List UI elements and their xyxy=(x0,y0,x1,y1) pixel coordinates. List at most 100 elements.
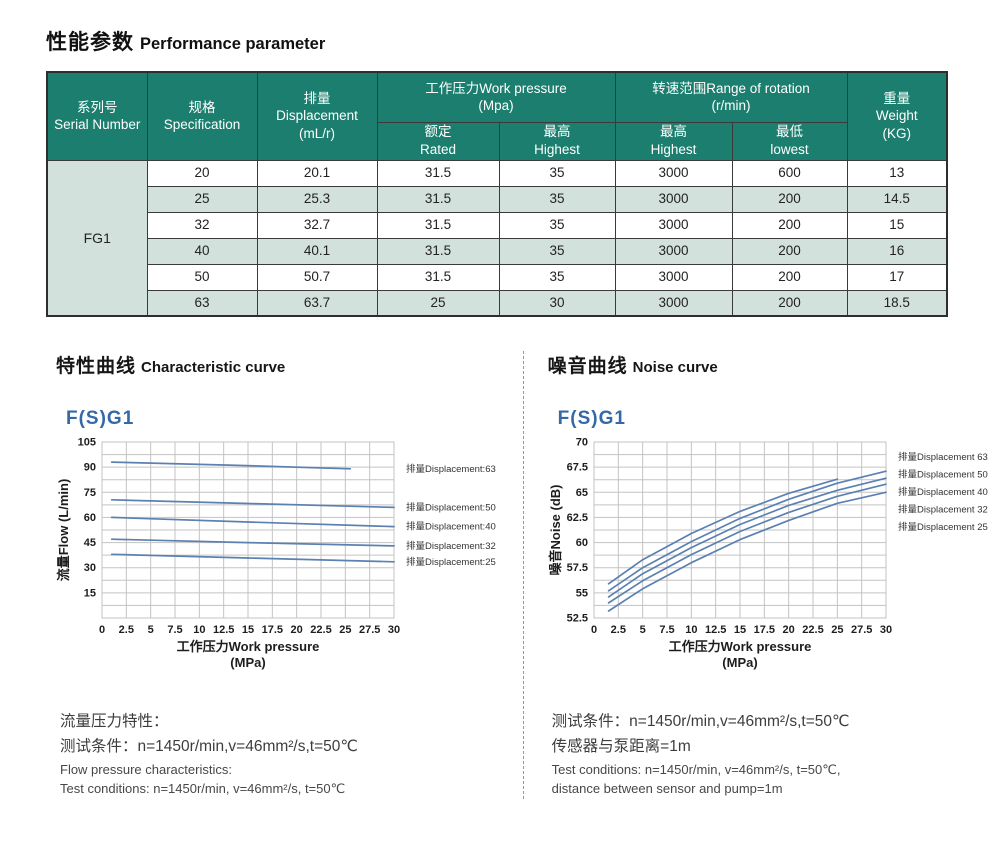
table-cell: 35 xyxy=(498,263,616,291)
series-line xyxy=(607,491,887,612)
y-tick-label: 55 xyxy=(575,587,587,599)
header-rotation-highest: 最高 Highest xyxy=(614,121,733,161)
table-cell: 3000 xyxy=(614,211,733,239)
table-cell: 40.1 xyxy=(256,237,378,265)
characteristic-notes: 流量压力特性： 测试条件：n=1450r/min,v=46mm²/s,t=50℃… xyxy=(60,710,523,799)
x-tick-label: 15 xyxy=(734,624,746,636)
table-cell: 40 xyxy=(146,237,258,265)
y-tick-label: 62.5 xyxy=(566,512,587,524)
legend-label: 排量Displacement 32 xyxy=(898,504,988,516)
table-cell: 3000 xyxy=(614,185,733,213)
table-cell: 17 xyxy=(846,263,948,291)
y-tick-label: 60 xyxy=(84,512,96,524)
y-tick-label: 57.5 xyxy=(566,562,587,574)
table-row: FG1 20 20.1 31.5 35 3000 600 13 xyxy=(46,159,948,317)
noise-notes: 测试条件：n=1450r/min,v=46mm²/s,t=50℃ 传感器与泵距离… xyxy=(552,710,1000,799)
y-tick-label: 30 xyxy=(84,562,96,574)
x-tick-label: 0 xyxy=(99,624,105,636)
table-cell: 30 xyxy=(498,289,616,317)
noise-panel: 噪音曲线 Noise curve F(S)G1 0 2.5 5 7.5 10 12.5 15 1… xyxy=(522,351,1000,799)
lower-section: 特性曲线 Characteristic curve F(S)G1 0 2.5 5 7.5… xyxy=(46,351,1000,799)
header-rotation-range: 转速范围Range of rotation (r/min) xyxy=(614,71,848,123)
x-tick-label: 12.5 xyxy=(705,624,726,636)
header-rated: 额定 Rated xyxy=(376,121,500,161)
series-line xyxy=(110,461,352,470)
table-cell: 3000 xyxy=(614,159,733,187)
legend-label: 排量Displacement:25 xyxy=(406,556,496,568)
note-line: 测试条件：n=1450r/min,v=46mm²/s,t=50℃ xyxy=(551,713,850,730)
note-line: 测试条件：n=1450r/min,v=46mm²/s,t=50℃ xyxy=(60,737,358,755)
table-cell: 31.5 xyxy=(376,185,500,213)
legend-label: 排量Displacement:32 xyxy=(406,540,496,552)
x-tick-label: 20 xyxy=(291,624,303,636)
x-tick-label: 7.5 xyxy=(659,624,674,636)
series-line xyxy=(607,483,887,604)
table-cell: 20 xyxy=(146,159,258,187)
legend-label: 排量Displacement:50 xyxy=(406,501,496,513)
table-cell: 200 xyxy=(731,185,848,213)
series-line xyxy=(110,498,395,509)
x-tick-label: 25 xyxy=(831,624,843,636)
x-tick-label: 5 xyxy=(639,624,645,636)
table-cell: 25.3 xyxy=(256,185,378,213)
x-tick-label: 5 xyxy=(148,624,154,636)
y-tick-label: 15 xyxy=(84,587,96,599)
characteristic-panel: 特性曲线 Characteristic curve F(S)G1 0 2.5 5 7.5… xyxy=(46,351,523,799)
serial-cell: FG1 xyxy=(46,159,148,317)
legend-label: 排量Displacement:40 xyxy=(406,521,496,533)
table-cell: 31.5 xyxy=(376,237,500,265)
table-cell: 13 xyxy=(846,159,948,187)
header-rotation-lowest: 最低 lowest xyxy=(731,121,848,161)
x-tick-label: 30 xyxy=(880,624,892,636)
header-pressure-highest: 最高 Highest xyxy=(498,121,616,161)
x-tick-label: 10 xyxy=(685,624,697,636)
table-cell: 31.5 xyxy=(376,263,500,291)
y-tick-label: 65 xyxy=(575,487,587,499)
x-tick-label: 27.5 xyxy=(851,624,872,636)
table-cell: 20.1 xyxy=(256,159,378,187)
characteristic-curve-chart: 0 2.5 5 7.5 10 12.5 15 17.5 20 22.5 25 27.5 30 15 30 45… xyxy=(56,437,496,671)
table-cell: 200 xyxy=(731,289,848,317)
noise-section-title: 噪音曲线 Noise curve xyxy=(547,356,718,377)
y-axis-title: 噪音Noise (dB) xyxy=(548,484,563,575)
note-line: Flow pressure characteristics: xyxy=(60,761,232,777)
note-line: Test conditions: n=1450r/min, v=46mm²/s,… xyxy=(60,781,346,797)
x-tick-label: 22.5 xyxy=(802,624,823,636)
x-axis-title: 工作压力Work pressure xyxy=(668,639,811,654)
legend-label: 排量Displacement 63 xyxy=(898,451,988,463)
table-cell: 3000 xyxy=(614,237,733,265)
x-tick-label: 27.5 xyxy=(359,624,380,636)
table-cell: 18.5 xyxy=(846,289,948,317)
y-tick-label: 75 xyxy=(84,487,96,499)
x-tick-label: 30 xyxy=(388,624,400,636)
x-tick-label: 17.5 xyxy=(262,624,283,636)
table-cell: 50.7 xyxy=(256,263,378,291)
noise-curve-chart: 0 2.5 5 7.5 10 12.5 15 17.5 20 22.5 25 27.5 3052.555… xyxy=(548,437,988,671)
y-tick-label: 45 xyxy=(84,537,96,549)
table-row: 63 63.7 25 30 3000 200 18.5 xyxy=(47,289,948,317)
y-tick-label: 67.5 xyxy=(566,462,587,474)
datasheet-page: 性能参数 Performance parameter 系列号 Serial Num… xyxy=(46,31,1000,799)
characteristic-section-title: 特性曲线 Characteristic curve xyxy=(56,356,286,377)
header-weight: 重量 Weight (KG) xyxy=(846,71,948,161)
x-axis-title: 工作压力Work pressure xyxy=(177,639,320,654)
table-cell: 31.5 xyxy=(376,211,500,239)
x-tick-label: 22.5 xyxy=(310,624,331,636)
x-tick-label: 7.5 xyxy=(167,624,182,636)
header-displacement: 排量 Displacement (mL/r) xyxy=(256,71,378,161)
table-cell: 3000 xyxy=(614,289,733,317)
y-tick-label: 105 xyxy=(78,437,96,449)
table-cell: 200 xyxy=(731,211,848,239)
x-axis-unit: (MPa) xyxy=(722,655,757,670)
table-row: 40 40.1 31.5 35 3000 200 16 xyxy=(47,237,948,265)
header-work-pressure: 工作压力Work pressure (Mpa) xyxy=(376,71,616,123)
x-tick-label: 2.5 xyxy=(610,624,625,636)
table-row: 25 25.3 31.5 35 3000 200 14.5 xyxy=(47,185,948,213)
table-cell: 35 xyxy=(498,159,616,187)
table-cell: 35 xyxy=(498,185,616,213)
series-line xyxy=(607,478,838,585)
series-line xyxy=(110,538,395,547)
x-tick-label: 2.5 xyxy=(119,624,134,636)
x-tick-label: 17.5 xyxy=(753,624,774,636)
note-line: distance between sensor and pump=1m xyxy=(551,781,783,797)
